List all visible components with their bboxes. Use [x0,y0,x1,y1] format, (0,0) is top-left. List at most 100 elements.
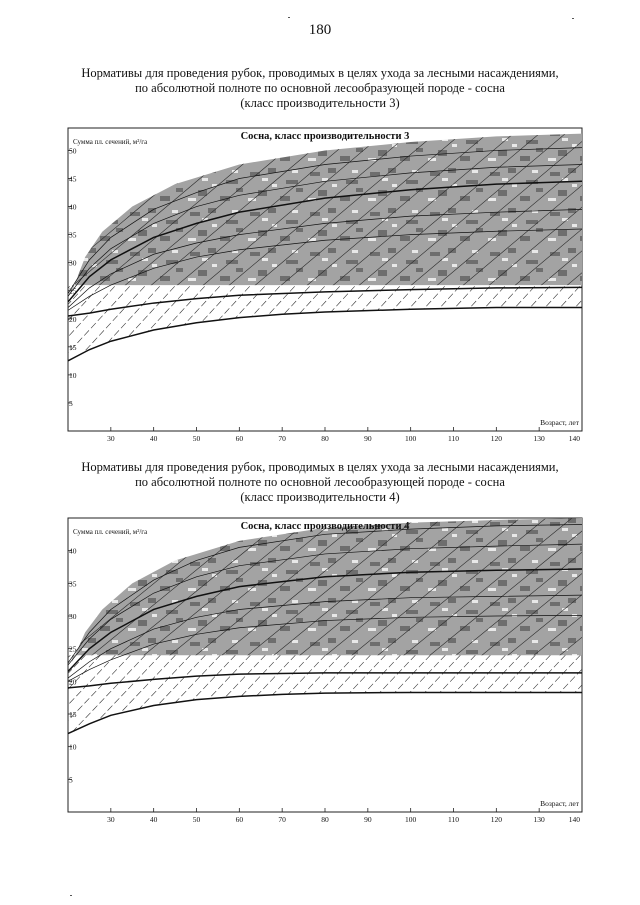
hatch-line [68,655,277,734]
band-diagonal [211,518,573,662]
band-diagonal [72,518,365,662]
y-tick-label: 25 [69,287,77,296]
band-diagonal [159,133,521,291]
band-diagonal [72,133,313,291]
band-diagonal [211,133,573,291]
hatch-line [160,655,442,734]
band-diagonal [72,518,287,662]
band-diagonal [185,518,547,662]
chart-canvas: М510152025303540304050607080901001101201… [67,517,583,824]
series-line-guide [68,164,582,297]
band-diagonal [185,133,547,291]
hatched-zone [68,655,582,734]
series-line-guide [68,614,582,682]
x-tick-label: 90 [364,815,372,824]
hatch-line [265,655,547,734]
x-tick-label: 40 [150,815,158,824]
y-tick-label: 5 [69,399,73,408]
hatch-line [340,655,582,734]
series-line-guide [68,228,582,311]
hatch-line [68,655,97,734]
band-diagonal [159,518,521,662]
heading-line: (класс производительности 4) [240,490,400,504]
band-diagonal [237,133,582,291]
heading-line: Нормативы для проведения рубок, проводим… [81,66,559,80]
hatch-line [68,655,232,734]
x-tick-label: 110 [448,815,459,824]
hatch-line [68,655,142,734]
y-axis-label: Сумма пл. сечений, м²/га [73,138,148,146]
hatch-line [175,655,457,734]
hatch-line [70,655,352,734]
series-line-guide [68,543,582,666]
band-diagonal [107,133,469,291]
y-tick-label: 15 [69,710,77,719]
y-tick-label: 20 [69,315,77,324]
x-tick-label: 130 [534,815,546,824]
hatch-line [385,655,582,734]
band-diagonal [133,518,495,662]
band-diagonal [367,133,582,291]
hatch-line [250,655,532,734]
band-diagonal [72,133,261,291]
plot-area [68,518,582,735]
hatch-line [205,655,487,734]
series-line-M [68,286,582,317]
y-tick-label: 30 [69,612,77,621]
x-tick-label: 100 [405,815,417,824]
x-tick-label: 40 [150,434,158,443]
band-diagonal [81,133,443,291]
scan-speck [70,895,72,896]
hatch-line [68,655,217,734]
series-line-guide [68,594,582,679]
hatch-line [68,655,187,734]
heading-line: по абсолютной полноте по основной лесооб… [135,81,505,95]
hatch-line [355,655,582,734]
hatch-line [68,655,247,734]
band-diagonal [289,133,582,291]
series-line-lower [68,306,582,362]
heading-line: по абсолютной полноте по основной лесооб… [135,475,505,489]
x-tick-label: 30 [107,434,115,443]
hatch-line [325,655,582,734]
chart-productivity-class-3: М510152025303540455030405060708090100110… [66,126,584,445]
heading-line: (класс производительности 3) [240,96,400,110]
hatch-line [430,655,582,734]
band-diagonal [72,133,339,291]
y-tick-label: 15 [69,343,77,352]
x-tick-label: 50 [193,434,201,443]
y-tick-label: 50 [69,146,77,155]
y-tick-label: 45 [69,175,77,184]
hatch-line [310,655,582,734]
y-tick-label: 35 [69,231,77,240]
band-diagonal [393,133,582,291]
x-tick-label: 140 [569,815,581,824]
x-tick-label: 70 [278,815,286,824]
chart-canvas: М510152025303540455030405060708090100110… [67,127,583,443]
y-tick-label: 10 [69,371,77,380]
hatch-line [280,655,562,734]
band-diagonal [72,133,391,291]
shaded-band [72,133,582,291]
hatch-line [68,655,157,734]
band-diagonal [72,133,365,291]
band-diagonal [72,518,235,662]
hatch-line [145,655,427,734]
chart-heading-2: Нормативы для проведения рубок, проводим… [60,460,580,505]
x-tick-label: 120 [491,434,503,443]
band-diagonal [72,518,261,662]
band-diagonal [263,133,582,291]
band-diagonal [81,518,443,662]
hatch-line [115,655,397,734]
x-tick-label: 60 [236,815,244,824]
chart-title: Сосна, класс производительности 3 [241,131,410,142]
band-diagonal [72,133,287,291]
x-tick-label: 30 [107,815,115,824]
scan-speck [288,17,290,18]
hatch-line [68,655,172,734]
y-tick-label: 35 [69,579,77,588]
y-axis-label: Сумма пл. сечений, м²/га [73,528,148,536]
x-axis-label: Возраст, лет [540,418,580,427]
y-tick-label: 25 [69,645,77,654]
x-tick-label: 80 [321,815,329,824]
